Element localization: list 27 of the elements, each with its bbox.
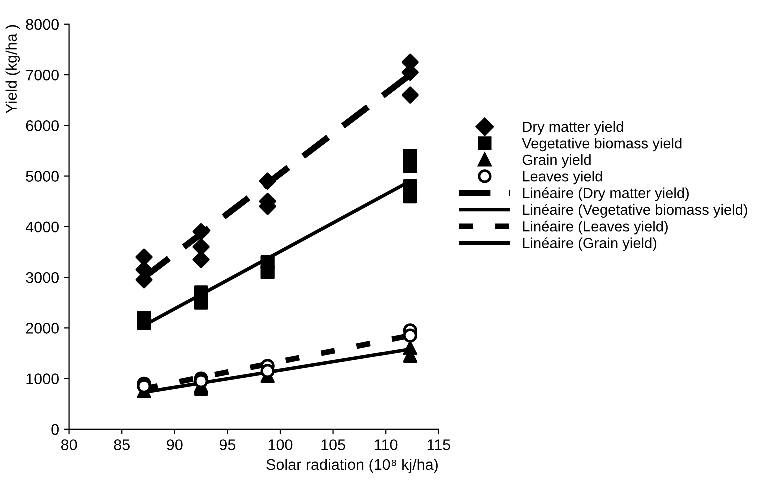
y-axis-title: Yield (kg/ha )	[6, 25, 20, 114]
legend-label: Linéaire (Grain yield)	[523, 238, 657, 252]
y-tick-label: 6000	[26, 120, 59, 132]
legend-label: Linéaire (Vegetative biomass yield)	[523, 204, 748, 218]
y-tick-label: 4000	[26, 222, 59, 233]
legend-label: Grain yield	[522, 154, 591, 168]
x-tick-label: 95	[220, 440, 236, 450]
y-tick-label: 3000	[26, 272, 59, 284]
x-tick-label: 90	[167, 440, 183, 450]
x-tick-label: 110	[375, 440, 398, 450]
legend-label: Vegetative biomass yield	[522, 138, 682, 152]
legend-label: Linéaire (Dry matter yield)	[523, 188, 689, 202]
y-tick-label: 5000	[26, 171, 59, 182]
x-tick-label: 85	[114, 440, 130, 450]
x-tick-label: 80	[61, 440, 78, 450]
legend-label: Leaves yield	[523, 171, 602, 185]
x-tick-label: 115	[428, 440, 450, 450]
y-tick-label: 8000	[26, 19, 59, 30]
y-tick-label: 0	[52, 424, 59, 436]
y-tick-label: 2000	[26, 323, 59, 334]
legend-label: Linéaire (Leaves yield)	[523, 220, 668, 235]
x-tick-label: 100	[268, 440, 293, 450]
y-tick-label: 1000	[26, 374, 59, 384]
legend-label: Dry matter yield	[523, 121, 624, 136]
x-axis-title: Solar radiation (10⁸ kj/ha)	[266, 458, 438, 474]
y-tick-label: 7000	[26, 70, 59, 81]
x-tick-label: 105	[322, 440, 346, 450]
